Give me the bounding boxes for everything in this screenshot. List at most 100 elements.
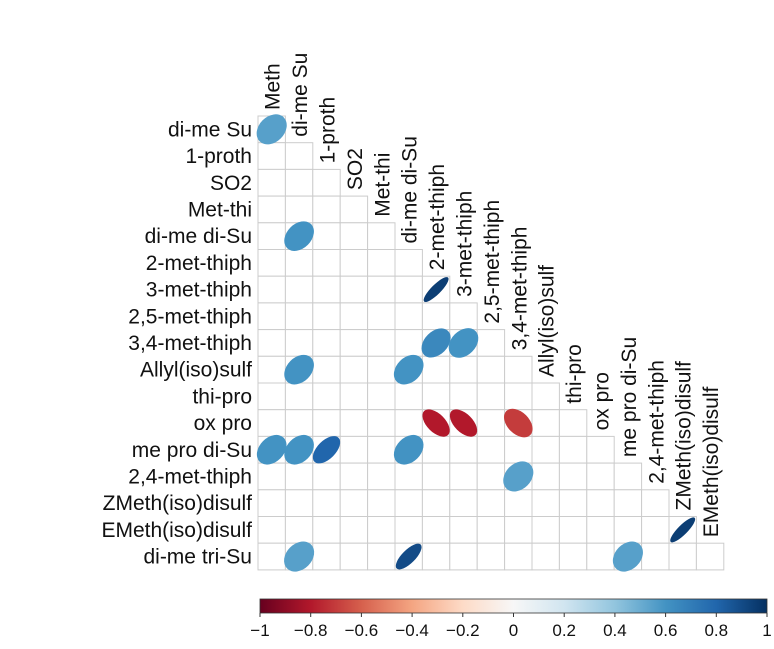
grid-cell xyxy=(257,489,286,517)
grid-cell xyxy=(641,542,670,571)
grid-cell xyxy=(257,195,286,224)
grid-cell xyxy=(504,355,533,384)
correlation-ellipse xyxy=(612,541,643,572)
grid-cell xyxy=(394,516,423,544)
grid-cell xyxy=(476,462,506,491)
grid-cell xyxy=(312,516,341,544)
grid-cell xyxy=(339,195,369,224)
column-label-2-met-thiph: 2-met-thiph xyxy=(426,164,449,270)
grid-cell xyxy=(257,516,286,544)
grid-cell xyxy=(367,329,396,357)
grid-cell xyxy=(394,329,423,357)
column-label-1-proth: 1-proth xyxy=(317,97,340,164)
colorbar-gradient xyxy=(259,598,768,614)
grid-cell xyxy=(284,195,314,224)
grid-cell xyxy=(613,516,643,544)
grid-cell xyxy=(339,302,369,331)
grid-cell xyxy=(339,329,369,357)
grid-cell xyxy=(476,409,506,437)
colorbar-tick-label: 0.4 xyxy=(603,621,627,640)
correlation-ellipse xyxy=(256,434,287,465)
grid-cell xyxy=(476,329,506,357)
grid-cell xyxy=(613,489,643,517)
row-label-allyl-iso-sulf: Allyl(iso)sulf xyxy=(140,359,252,382)
grid-cell xyxy=(284,275,314,304)
grid-cell xyxy=(586,435,615,464)
row-label-3-4-met-thiph: 3,4-met-thiph xyxy=(128,332,252,355)
correlation-ellipse xyxy=(503,461,534,492)
grid-cell xyxy=(641,516,670,544)
grid-cell xyxy=(312,329,341,357)
grid-cell xyxy=(586,489,615,517)
grid-cell xyxy=(312,302,341,331)
grid-cell xyxy=(339,249,369,277)
grid-cell xyxy=(476,355,506,384)
grid-cell xyxy=(284,382,314,411)
grid-cell xyxy=(312,222,341,251)
grid-cell xyxy=(531,542,560,571)
grid-cell xyxy=(449,542,478,571)
grid-cell xyxy=(558,435,588,464)
grid-cell xyxy=(394,249,423,277)
grid-cell xyxy=(367,302,396,331)
grid-cell xyxy=(339,542,369,571)
grid-cell xyxy=(394,275,423,304)
grid-cell xyxy=(476,435,506,464)
row-label-met-thi: Met-thi xyxy=(188,198,252,221)
grid-cell xyxy=(312,355,341,384)
grid-cell xyxy=(312,249,341,277)
grid-cell xyxy=(586,542,615,571)
grid-cell xyxy=(531,435,560,464)
column-label-2-4-met-thiph: 2,4-met-thiph xyxy=(645,360,668,484)
correlation-ellipse xyxy=(423,277,449,303)
colorbar-tick-label: 0.6 xyxy=(654,621,678,640)
grid-cell xyxy=(504,516,533,544)
column-label-thi-pro: thi-pro xyxy=(563,344,586,404)
grid-cell xyxy=(312,382,341,411)
correlation-ellipse xyxy=(312,436,341,464)
grid-cell xyxy=(257,222,286,251)
grid-cell xyxy=(558,516,588,544)
row-label-thi-pro: thi-pro xyxy=(192,385,252,408)
column-label-meth: Meth xyxy=(262,63,285,110)
correlation-ellipse xyxy=(284,354,314,385)
grid-cell xyxy=(531,382,560,411)
grid-cell xyxy=(284,249,314,277)
column-label-3-met-thiph: 3-met-thiph xyxy=(454,191,477,297)
colorbar-tick-label: 1 xyxy=(762,621,771,640)
grid-cell xyxy=(476,516,506,544)
correlation-ellipse xyxy=(284,541,315,572)
grid-cell xyxy=(394,462,423,491)
correlation-ellipse xyxy=(395,543,422,570)
grid-cell xyxy=(586,462,615,491)
grid-cell xyxy=(531,516,560,544)
grid-cell xyxy=(504,435,533,464)
grid-cell xyxy=(312,542,341,571)
grid-cell xyxy=(339,355,369,384)
grid-cell xyxy=(339,489,369,517)
grid-cell xyxy=(367,222,396,251)
row-label-emeth-iso-disulf: EMeth(iso)disulf xyxy=(101,519,252,542)
grid-cell xyxy=(476,382,506,411)
grid-cell xyxy=(476,542,506,571)
grid-cell xyxy=(421,382,451,411)
grid-cell xyxy=(367,516,396,544)
grid-cell xyxy=(339,382,369,411)
grid-cell xyxy=(339,275,369,304)
correlation-ellipse xyxy=(504,408,533,438)
grid-cell xyxy=(367,435,396,464)
grid-cell xyxy=(339,516,369,544)
correlation-ellipse xyxy=(393,434,424,465)
colorbar-tick-label: −0.8 xyxy=(294,621,328,640)
grid-cell xyxy=(504,489,533,517)
grid-cell xyxy=(312,409,341,437)
grid-cell xyxy=(421,435,451,464)
grid-cell xyxy=(312,462,341,491)
row-label-di-me-di-su: di-me di-Su xyxy=(145,225,252,248)
colorbar-tick-label: −0.4 xyxy=(395,621,429,640)
grid-cell xyxy=(257,462,286,491)
correlation-ellipse xyxy=(421,328,451,358)
colorbar-tick-label: 0.8 xyxy=(704,621,728,640)
grid-cell xyxy=(613,462,643,491)
